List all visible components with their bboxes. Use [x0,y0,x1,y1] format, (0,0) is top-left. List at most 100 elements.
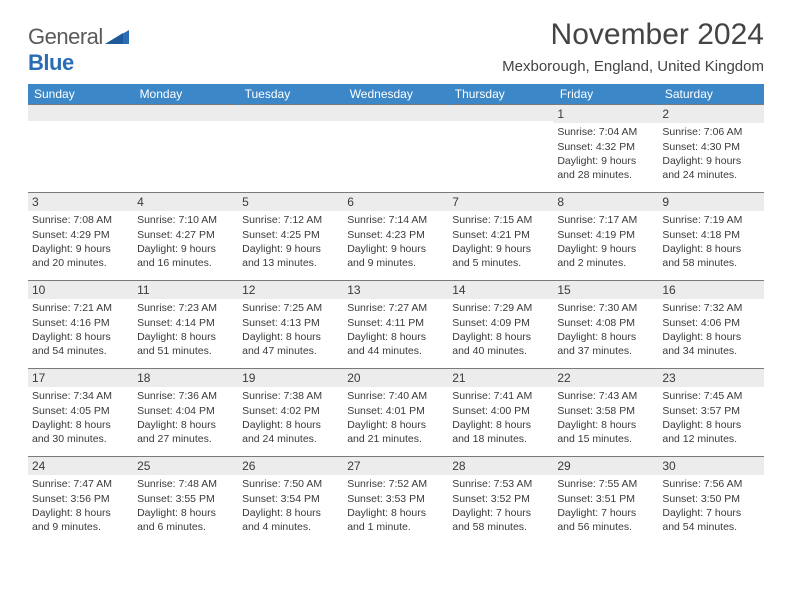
daylight-text: Daylight: 7 hours and 58 minutes. [452,506,549,534]
daylight-text: Daylight: 8 hours and 6 minutes. [137,506,234,534]
day-details: Sunrise: 7:12 AMSunset: 4:25 PMDaylight:… [238,211,343,274]
weekday-header: Sunday [28,84,133,105]
title-block: November 2024 Mexborough, England, Unite… [502,18,764,75]
sunset-text: Sunset: 4:00 PM [452,404,549,418]
sunset-text: Sunset: 4:21 PM [452,228,549,242]
daylight-text: Daylight: 8 hours and 34 minutes. [662,330,759,358]
day-number: 14 [448,281,553,299]
logo-triangle-icon [105,31,129,48]
day-details: Sunrise: 7:56 AMSunset: 3:50 PMDaylight:… [658,475,763,538]
calendar-day-cell: 29Sunrise: 7:55 AMSunset: 3:51 PMDayligh… [553,457,658,545]
calendar-day-cell: 16 Sunrise: 7:32 AMSunset: 4:06 PMDayligh… [658,281,763,369]
day-details: Sunrise: 7:04 AMSunset: 4:32 PMDaylight:… [553,123,658,186]
brand-word1: General [28,24,103,49]
day-number: 13 [343,281,448,299]
day-details: Sunrise: 7:43 AMSunset: 3:58 PMDaylight:… [553,387,658,450]
day-number: 3 [28,193,133,211]
sunrise-text: Sunrise: 7:04 AM [557,125,654,139]
calendar-day-cell: 18Sunrise: 7:36 AMSunset: 4:04 PMDayligh… [133,369,238,457]
weekday-header: Friday [553,84,658,105]
header: General Blue November 2024 Mexborough, E… [28,18,764,76]
weekday-header: Saturday [658,84,763,105]
day-number: 10 [28,281,133,299]
day-details: Sunrise: 7:30 AMSunset: 4:08 PMDaylight:… [553,299,658,362]
calendar-day-cell: 5Sunrise: 7:12 AMSunset: 4:25 PMDaylight… [238,193,343,281]
sunrise-text: Sunrise: 7:34 AM [32,389,129,403]
sunset-text: Sunset: 4:01 PM [347,404,444,418]
sunset-text: Sunset: 4:29 PM [32,228,129,242]
sunrise-text: Sunrise: 7:32 AM [662,301,759,315]
sunset-text: Sunset: 3:55 PM [137,492,234,506]
calendar-week-row: 1Sunrise: 7:04 AMSunset: 4:32 PMDaylight… [28,105,764,193]
day-details: Sunrise: 7:19 AMSunset: 4:18 PMDaylight:… [658,211,763,274]
calendar-day-cell: 15Sunrise: 7:30 AMSunset: 4:08 PMDayligh… [553,281,658,369]
sunrise-text: Sunrise: 7:17 AM [557,213,654,227]
day-details: Sunrise: 7:25 AMSunset: 4:13 PMDaylight:… [238,299,343,362]
day-number: 27 [343,457,448,475]
day-details: Sunrise: 7:55 AMSunset: 3:51 PMDaylight:… [553,475,658,538]
sunrise-text: Sunrise: 7:40 AM [347,389,444,403]
sunrise-text: Sunrise: 7:06 AM [662,125,759,139]
day-number: 30 [658,457,763,475]
sunrise-text: Sunrise: 7:41 AM [452,389,549,403]
day-number: 1 [553,105,658,123]
daylight-text: Daylight: 8 hours and 4 minutes. [242,506,339,534]
sunset-text: Sunset: 4:09 PM [452,316,549,330]
day-details: Sunrise: 7:10 AMSunset: 4:27 PMDaylight:… [133,211,238,274]
day-details: Sunrise: 7:36 AMSunset: 4:04 PMDaylight:… [133,387,238,450]
calendar-day-cell [238,105,343,193]
day-details: Sunrise: 7:40 AMSunset: 4:01 PMDaylight:… [343,387,448,450]
sunrise-text: Sunrise: 7:48 AM [137,477,234,491]
sunset-text: Sunset: 4:06 PM [662,316,759,330]
sunset-text: Sunset: 3:58 PM [557,404,654,418]
daylight-text: Daylight: 8 hours and 12 minutes. [662,418,759,446]
daylight-text: Daylight: 8 hours and 40 minutes. [452,330,549,358]
location-text: Mexborough, England, United Kingdom [502,58,764,75]
day-number: 24 [28,457,133,475]
sunset-text: Sunset: 3:53 PM [347,492,444,506]
calendar-day-cell: 3Sunrise: 7:08 AMSunset: 4:29 PMDaylight… [28,193,133,281]
day-details: Sunrise: 7:41 AMSunset: 4:00 PMDaylight:… [448,387,553,450]
day-number: 17 [28,369,133,387]
sunset-text: Sunset: 4:32 PM [557,140,654,154]
day-number [28,105,133,121]
calendar-day-cell: 13Sunrise: 7:27 AMSunset: 4:11 PMDayligh… [343,281,448,369]
weekday-header: Wednesday [343,84,448,105]
calendar-day-cell: 23Sunrise: 7:45 AMSunset: 3:57 PMDayligh… [658,369,763,457]
calendar-day-cell [133,105,238,193]
sunrise-text: Sunrise: 7:56 AM [662,477,759,491]
sunrise-text: Sunrise: 7:14 AM [347,213,444,227]
calendar-day-cell: 11Sunrise: 7:23 AMSunset: 4:14 PMDayligh… [133,281,238,369]
day-number: 16 [658,281,763,299]
day-number: 23 [658,369,763,387]
calendar-day-cell: 1Sunrise: 7:04 AMSunset: 4:32 PMDaylight… [553,105,658,193]
day-number: 11 [133,281,238,299]
day-details: Sunrise: 7:34 AMSunset: 4:05 PMDaylight:… [28,387,133,450]
sunrise-text: Sunrise: 7:36 AM [137,389,234,403]
brand-word2: Blue [28,50,74,75]
day-details: Sunrise: 7:06 AMSunset: 4:30 PMDaylight:… [658,123,763,186]
daylight-text: Daylight: 8 hours and 9 minutes. [32,506,129,534]
daylight-text: Daylight: 8 hours and 27 minutes. [137,418,234,446]
day-details: Sunrise: 7:27 AMSunset: 4:11 PMDaylight:… [343,299,448,362]
sunrise-text: Sunrise: 7:19 AM [662,213,759,227]
day-number: 20 [343,369,448,387]
sunset-text: Sunset: 4:30 PM [662,140,759,154]
daylight-text: Daylight: 9 hours and 24 minutes. [662,154,759,182]
sunrise-text: Sunrise: 7:50 AM [242,477,339,491]
sunrise-text: Sunrise: 7:12 AM [242,213,339,227]
calendar-day-cell: 27Sunrise: 7:52 AMSunset: 3:53 PMDayligh… [343,457,448,545]
calendar-day-cell: 24Sunrise: 7:47 AMSunset: 3:56 PMDayligh… [28,457,133,545]
sunrise-text: Sunrise: 7:43 AM [557,389,654,403]
sunrise-text: Sunrise: 7:15 AM [452,213,549,227]
month-title: November 2024 [502,18,764,52]
daylight-text: Daylight: 9 hours and 5 minutes. [452,242,549,270]
day-number: 5 [238,193,343,211]
sunrise-text: Sunrise: 7:45 AM [662,389,759,403]
calendar-day-cell: 12Sunrise: 7:25 AMSunset: 4:13 PMDayligh… [238,281,343,369]
weekday-header: Tuesday [238,84,343,105]
day-number [343,105,448,121]
daylight-text: Daylight: 8 hours and 24 minutes. [242,418,339,446]
sunset-text: Sunset: 3:50 PM [662,492,759,506]
day-number: 6 [343,193,448,211]
